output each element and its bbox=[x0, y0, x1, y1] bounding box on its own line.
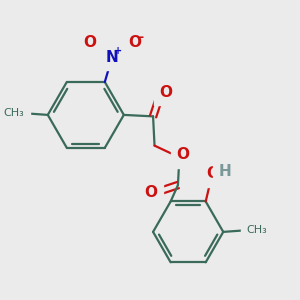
Text: O: O bbox=[144, 185, 157, 200]
Text: O: O bbox=[159, 85, 172, 100]
Text: O: O bbox=[83, 35, 96, 50]
Text: O: O bbox=[206, 166, 220, 181]
Text: CH₃: CH₃ bbox=[4, 108, 24, 118]
Text: H: H bbox=[218, 164, 231, 179]
Text: CH₃: CH₃ bbox=[247, 225, 267, 236]
Text: -: - bbox=[138, 31, 143, 44]
Text: O: O bbox=[176, 148, 189, 163]
Text: +: + bbox=[115, 46, 123, 56]
Text: O: O bbox=[128, 35, 141, 50]
Text: N: N bbox=[106, 50, 118, 64]
